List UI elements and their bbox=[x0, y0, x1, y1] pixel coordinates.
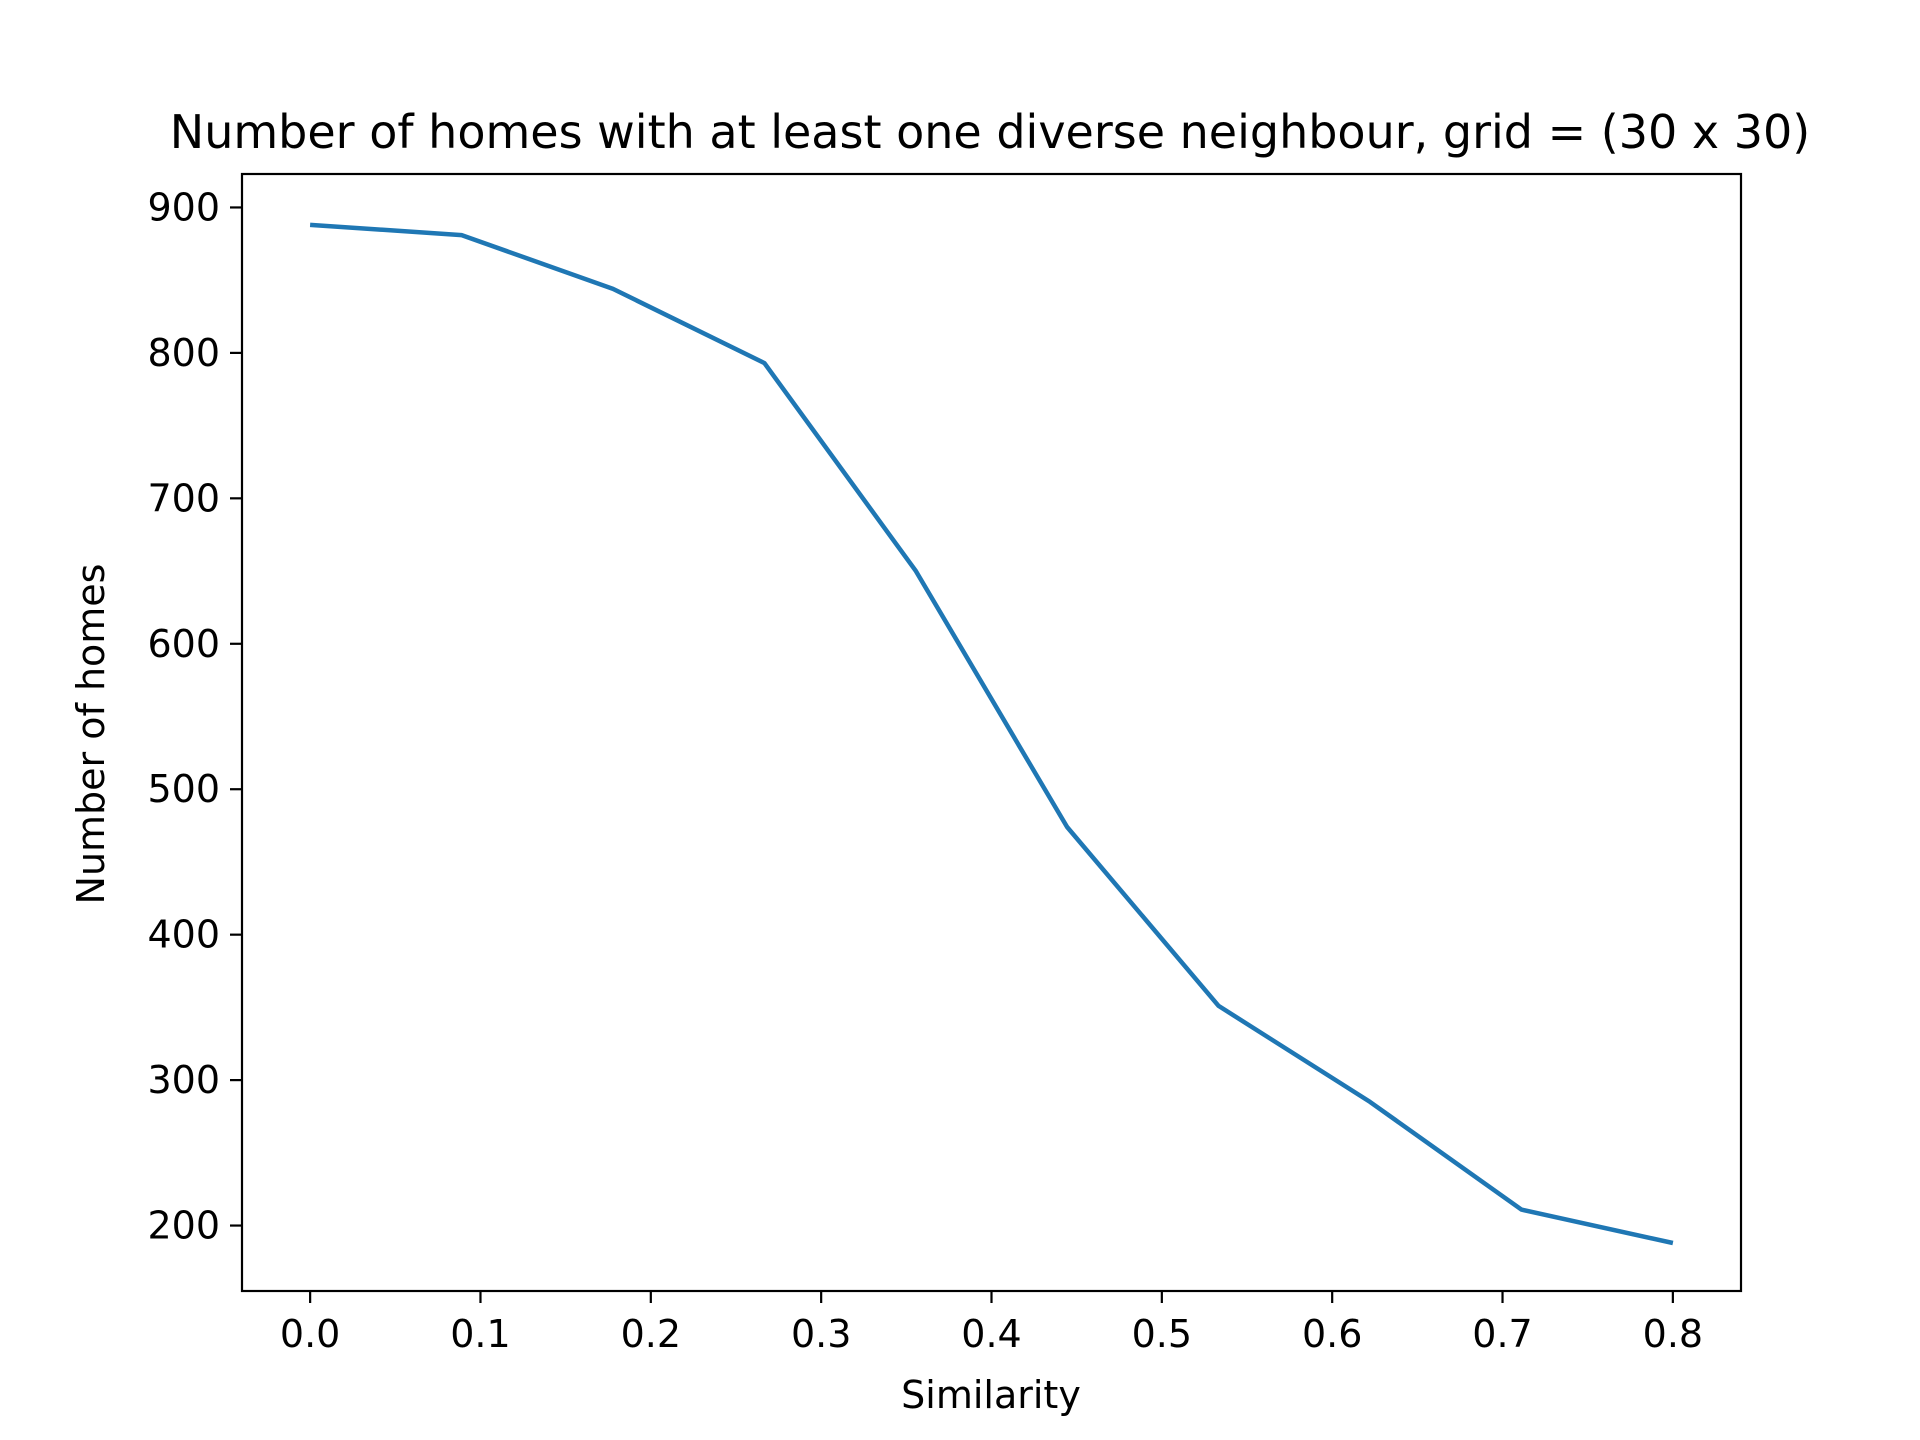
y-tick-label: 900 bbox=[147, 185, 220, 229]
y-tick-label: 300 bbox=[147, 1058, 220, 1102]
y-axis-title: Number of homes bbox=[69, 564, 113, 905]
y-axis: 200 300 400 500 600 700 800 900 bbox=[147, 185, 242, 1248]
x-tick-label: 0.6 bbox=[1302, 1312, 1362, 1356]
x-tick-label: 0.8 bbox=[1643, 1312, 1703, 1356]
x-tick-label: 0.7 bbox=[1472, 1312, 1532, 1356]
series-line-0 bbox=[309, 222, 1674, 1246]
y-tick-label: 600 bbox=[147, 622, 220, 666]
x-axis-title: Similarity bbox=[901, 1373, 1081, 1417]
x-axis: 0.0 0.1 0.2 0.3 0.4 0.5 0.6 0.7 0.8 bbox=[280, 1291, 1703, 1356]
x-tick-label: 0.0 bbox=[280, 1312, 340, 1356]
y-tick-label: 800 bbox=[147, 331, 220, 375]
x-tick-label: 0.2 bbox=[621, 1312, 681, 1356]
x-tick-label: 0.4 bbox=[961, 1312, 1021, 1356]
y-tick-label: 700 bbox=[147, 476, 220, 520]
plot-frame bbox=[240, 172, 1743, 1293]
y-tick-label: 500 bbox=[147, 767, 220, 811]
x-tick-label: 0.1 bbox=[450, 1312, 510, 1356]
chart-title: Number of homes with at least one divers… bbox=[170, 105, 1810, 159]
y-tick-label: 200 bbox=[147, 1204, 220, 1248]
x-tick-label: 0.5 bbox=[1132, 1312, 1192, 1356]
x-tick-label: 0.3 bbox=[791, 1312, 851, 1356]
plot-area bbox=[240, 172, 1743, 1293]
y-tick-label: 400 bbox=[147, 913, 220, 957]
